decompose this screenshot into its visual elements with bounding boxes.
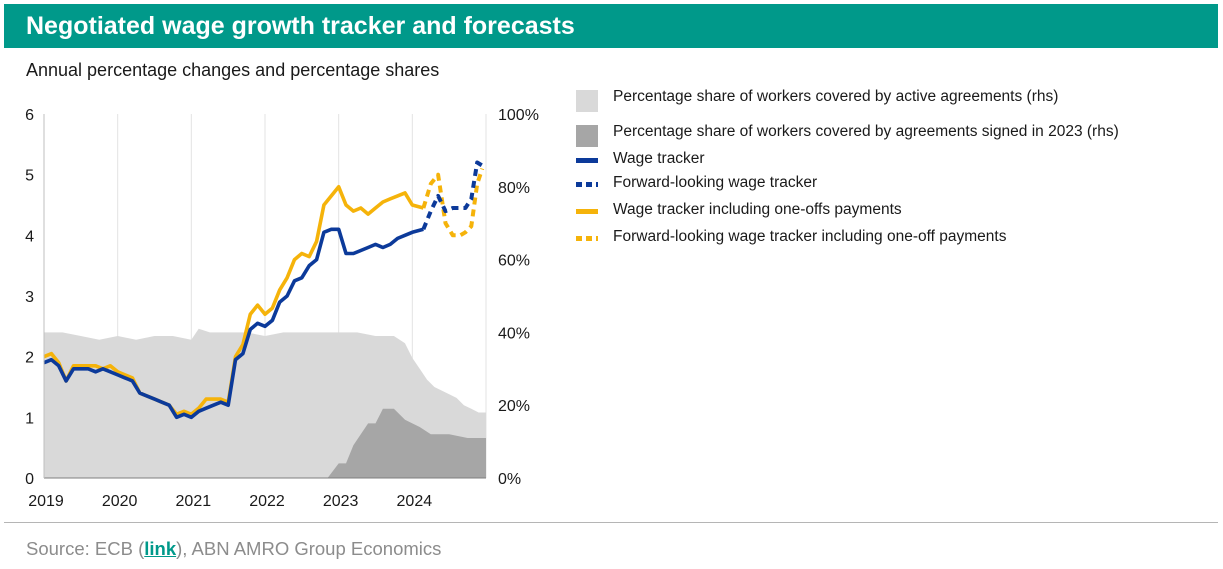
y-left-tick: 3 <box>25 289 34 306</box>
x-tick: 2022 <box>249 493 285 510</box>
x-tick: 2023 <box>323 493 359 510</box>
title-banner: Negotiated wage growth tracker and forec… <box>4 4 1218 48</box>
y-left-tick: 2 <box>25 350 34 367</box>
y-right-tick: 0% <box>498 471 521 488</box>
legend-label: Wage tracker <box>613 150 705 167</box>
y-right-tick: 100% <box>498 107 539 124</box>
y-right-tick: 20% <box>498 398 530 415</box>
source-suffix: ), ABN AMRO Group Economics <box>176 538 442 559</box>
line-series-5 <box>421 160 484 231</box>
footer-divider <box>4 522 1218 523</box>
legend-swatch <box>576 90 598 112</box>
chart-subtitle: Annual percentage changes and percentage… <box>26 60 440 80</box>
x-tick: 2020 <box>102 493 138 510</box>
legend-label: Forward-looking wage tracker <box>613 174 818 191</box>
y-left-tick: 4 <box>25 228 34 245</box>
source-prefix: Source: ECB ( <box>26 538 145 559</box>
line-series <box>43 160 485 420</box>
y-right-tick: 80% <box>498 180 530 197</box>
area-series-1 <box>327 408 486 478</box>
source-link[interactable]: link <box>144 538 177 559</box>
legend-label: Percentage share of workers covered by a… <box>613 123 1119 140</box>
legend-label: Percentage share of workers covered by a… <box>613 88 1059 105</box>
y-left-tick: 0 <box>25 471 34 488</box>
legend-swatch <box>576 182 598 187</box>
y-left-tick: 5 <box>25 168 34 185</box>
y-right-tick: 40% <box>498 325 530 342</box>
x-tick: 2019 <box>28 493 64 510</box>
line-series-3 <box>43 227 424 420</box>
legend-swatch <box>576 158 598 163</box>
legend-swatch <box>576 125 598 147</box>
chart-title: Negotiated wage growth tracker and forec… <box>26 12 575 40</box>
legend-swatch <box>576 236 598 241</box>
axes <box>43 114 486 479</box>
area-series <box>44 328 486 478</box>
y-left-tick: 1 <box>25 410 34 427</box>
y-left-tick: 6 <box>25 107 34 124</box>
line-series-4 <box>421 167 485 238</box>
legend-label: Forward-looking wage tracker including o… <box>613 228 1007 245</box>
x-tick: 2021 <box>176 493 212 510</box>
legend-label: Wage tracker including one-offs payments <box>613 201 902 218</box>
y-right-tick: 60% <box>498 253 530 270</box>
x-tick: 2024 <box>397 493 433 510</box>
legend-swatch <box>576 209 598 214</box>
source-note: Source: ECB (link), ABN AMRO Group Econo… <box>26 538 441 560</box>
